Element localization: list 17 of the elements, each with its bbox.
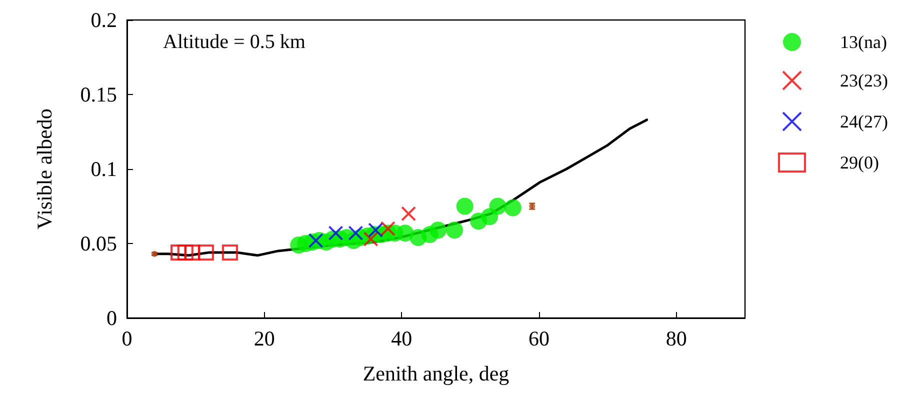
y-tick-label: 0.05 <box>80 232 117 256</box>
y-tick-label: 0 <box>106 306 117 330</box>
x-tick-label: 40 <box>391 326 412 350</box>
y-tick-label: 0.2 <box>90 8 117 32</box>
x-tick-label: 60 <box>528 326 550 350</box>
legend-label: 13(na) <box>840 32 887 52</box>
legend-label: 23(23) <box>840 70 888 90</box>
x-tick-label: 80 <box>666 326 687 350</box>
y-tick-label: 0.1 <box>90 157 117 181</box>
y-axis-title: Visible albedo <box>32 108 56 230</box>
legend-label: 29(0) <box>840 152 880 172</box>
legend-label: 24(27) <box>840 112 888 132</box>
annotation: Altitude = 0.5 km <box>163 31 306 53</box>
x-tick-label: 0 <box>122 326 132 350</box>
x-axis-title: Zenith angle, deg <box>362 362 510 386</box>
y-tick-label: 0.15 <box>80 82 117 106</box>
x-tick-label: 20 <box>254 326 275 350</box>
